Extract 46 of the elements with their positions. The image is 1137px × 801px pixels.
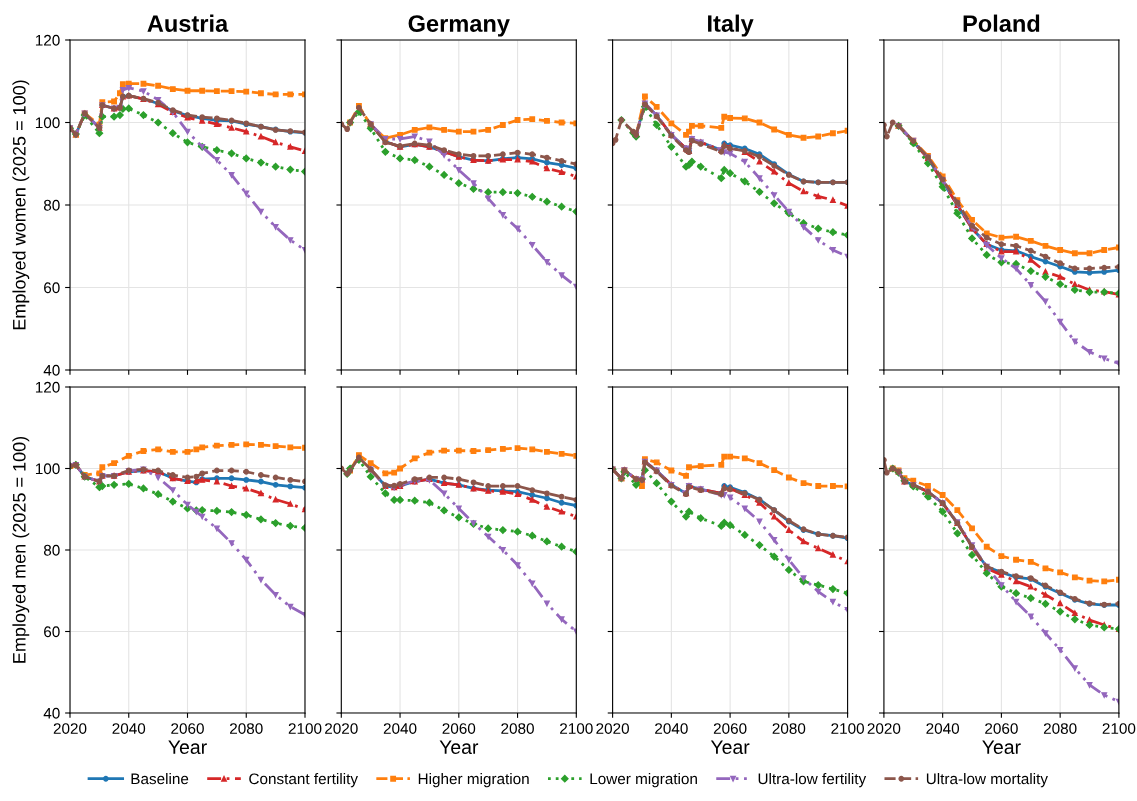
y-axis-title: Employed men (2025 = 100) [12, 436, 30, 663]
x-tick-label: 2040 [383, 723, 417, 734]
x-tick-label: 2020 [867, 723, 901, 734]
legend-label: Higher migration [418, 773, 529, 788]
y-tick-label: 80 [43, 544, 60, 556]
chart-title: Italy [708, 14, 754, 37]
legend-label: Baseline [131, 773, 189, 785]
y-tick-label: 120 [35, 381, 60, 393]
y-tick-label: 40 [43, 707, 60, 719]
x-tick-label: 2080 [1043, 723, 1077, 734]
x-tick-label: 2080 [501, 723, 534, 734]
x-tick-label: 2100 [1102, 723, 1136, 734]
legend-label: Constant fertility [249, 773, 358, 788]
x-axis-title: Year [982, 740, 1021, 755]
legend-label: Ultra-low fertility [758, 773, 867, 788]
x-tick-label: 2020 [325, 723, 358, 734]
y-tick-label: 100 [35, 117, 60, 129]
x-tick-label: 2100 [560, 723, 593, 734]
x-tick-label: 2040 [655, 723, 688, 734]
legend-label: Lower migration [590, 773, 697, 788]
x-tick-label: 2080 [230, 723, 263, 734]
y-axis-title: Employed women (2025 = 100) [12, 80, 30, 330]
x-tick-label: 2060 [171, 723, 204, 734]
x-tick-label: 2020 [596, 723, 629, 734]
x-tick-label: 2080 [772, 723, 806, 734]
y-tick-label: 100 [35, 463, 60, 475]
x-tick-label: 2040 [112, 723, 146, 734]
legend-label: Ultra-low mortality [926, 773, 1048, 788]
x-tick-label: 2020 [53, 723, 87, 734]
y-tick-label: 40 [43, 364, 60, 376]
x-tick-label: 2060 [442, 723, 476, 734]
x-axis-title: Year [710, 740, 750, 755]
x-axis-title: Year [439, 740, 479, 755]
x-tick-label: 2040 [926, 723, 960, 734]
x-tick-label: 2060 [713, 723, 747, 734]
y-tick-label: 80 [43, 199, 60, 211]
y-tick-label: 120 [35, 34, 60, 46]
y-tick-label: 60 [44, 626, 60, 638]
chart-title: Poland [963, 14, 1040, 32]
x-tick-label: 2100 [288, 723, 322, 734]
chart-title: Germany [408, 15, 510, 37]
chart-title: Austria [147, 14, 229, 32]
y-tick-label: 60 [44, 282, 60, 294]
x-tick-label: 2100 [831, 723, 864, 734]
x-tick-label: 2060 [985, 723, 1018, 734]
x-axis-title: Year [168, 740, 207, 755]
